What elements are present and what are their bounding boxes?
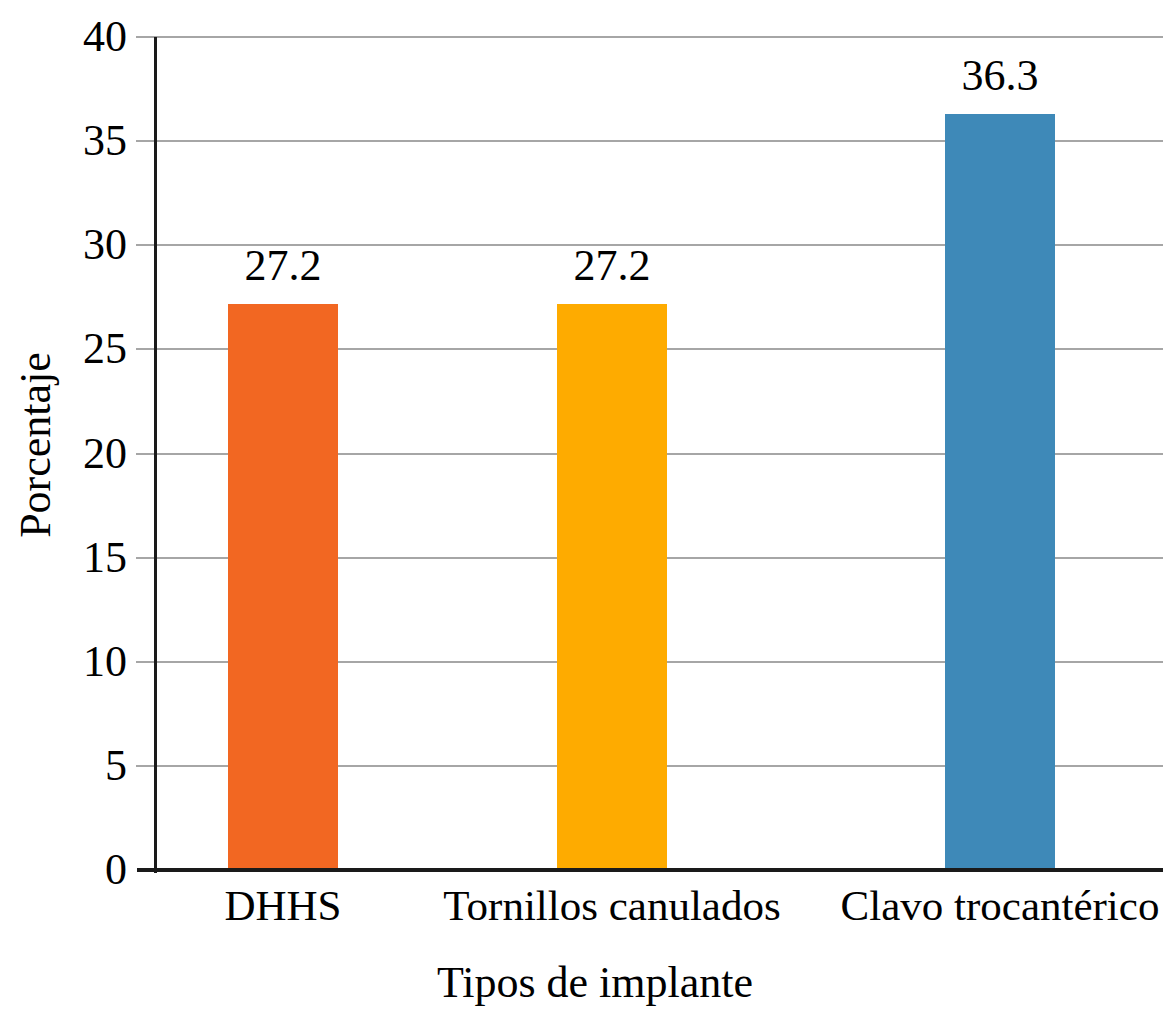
bar-chart: 051015202530354027.2DHHS27.2Tornillos ca… <box>0 0 1163 1024</box>
bar <box>557 304 667 870</box>
x-tick-label: Tornillos canulados <box>412 884 812 928</box>
y-axis-line <box>154 37 157 873</box>
bar-value-label: 27.2 <box>133 244 433 288</box>
x-tick-label: Clavo trocantérico <box>800 884 1163 928</box>
y-tick-label: 35 <box>0 119 127 163</box>
bar-value-label: 27.2 <box>462 244 762 288</box>
gridline <box>136 36 1163 38</box>
x-axis-line <box>137 868 1163 872</box>
y-tick-label: 30 <box>0 223 127 267</box>
bar <box>228 304 338 870</box>
y-tick-label: 15 <box>0 536 127 580</box>
bar <box>945 114 1055 870</box>
y-tick-label: 5 <box>0 744 127 788</box>
bar-value-label: 36.3 <box>850 54 1150 98</box>
y-tick-label: 10 <box>0 640 127 684</box>
y-axis-title: Porcentaje <box>13 352 59 538</box>
x-axis-title: Tipos de implante <box>437 960 753 1006</box>
y-tick-label: 40 <box>0 15 127 59</box>
